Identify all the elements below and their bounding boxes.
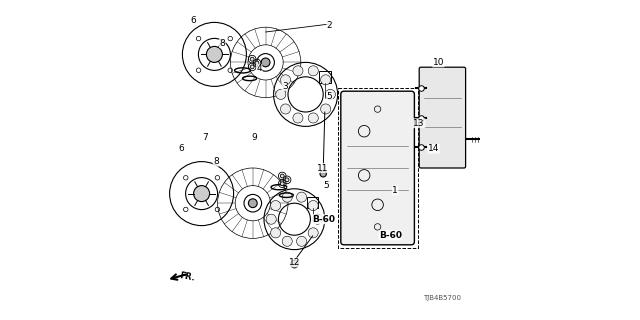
Text: 12: 12 (289, 258, 300, 267)
Circle shape (285, 178, 289, 182)
Text: 3: 3 (282, 82, 287, 91)
Text: 2: 2 (327, 21, 332, 30)
Circle shape (325, 89, 335, 100)
Circle shape (271, 228, 281, 238)
Text: 6: 6 (191, 16, 196, 25)
Circle shape (308, 66, 318, 76)
Text: 4: 4 (257, 64, 262, 73)
FancyBboxPatch shape (319, 71, 331, 83)
Circle shape (282, 236, 292, 246)
Text: 10: 10 (433, 58, 444, 67)
Text: B-60: B-60 (312, 215, 335, 224)
Circle shape (282, 192, 292, 202)
Text: 11: 11 (317, 164, 329, 172)
Circle shape (293, 66, 303, 76)
Circle shape (276, 89, 286, 100)
Circle shape (206, 46, 223, 62)
Circle shape (250, 57, 254, 61)
Text: 7: 7 (202, 133, 207, 142)
Circle shape (321, 104, 331, 114)
Circle shape (291, 260, 298, 268)
Circle shape (266, 214, 276, 224)
Circle shape (261, 58, 270, 67)
Text: B-60: B-60 (379, 231, 402, 240)
Circle shape (321, 75, 331, 85)
Circle shape (248, 199, 257, 208)
Circle shape (296, 192, 307, 202)
FancyBboxPatch shape (307, 197, 319, 208)
Circle shape (271, 201, 281, 211)
Circle shape (312, 214, 323, 224)
Text: 9: 9 (252, 133, 257, 142)
Text: 5: 5 (327, 92, 332, 100)
Text: 8: 8 (213, 157, 219, 166)
Text: 1: 1 (392, 186, 398, 195)
Text: 14: 14 (428, 144, 439, 153)
Circle shape (308, 201, 318, 211)
FancyBboxPatch shape (340, 91, 415, 245)
Circle shape (308, 228, 318, 238)
Circle shape (296, 236, 307, 246)
Circle shape (280, 75, 291, 85)
Circle shape (280, 104, 291, 114)
Text: FR.: FR. (179, 271, 196, 283)
Circle shape (255, 61, 259, 65)
Circle shape (250, 65, 254, 69)
Circle shape (280, 182, 284, 186)
Circle shape (280, 174, 284, 178)
Text: 13: 13 (413, 119, 425, 128)
Circle shape (308, 113, 318, 123)
FancyBboxPatch shape (419, 67, 466, 168)
Circle shape (293, 113, 303, 123)
Text: TJB4B5700: TJB4B5700 (422, 295, 461, 300)
Circle shape (193, 186, 210, 202)
Text: 8: 8 (220, 39, 225, 48)
Text: 5: 5 (324, 181, 329, 190)
Circle shape (320, 171, 326, 177)
Text: 6: 6 (178, 144, 184, 153)
